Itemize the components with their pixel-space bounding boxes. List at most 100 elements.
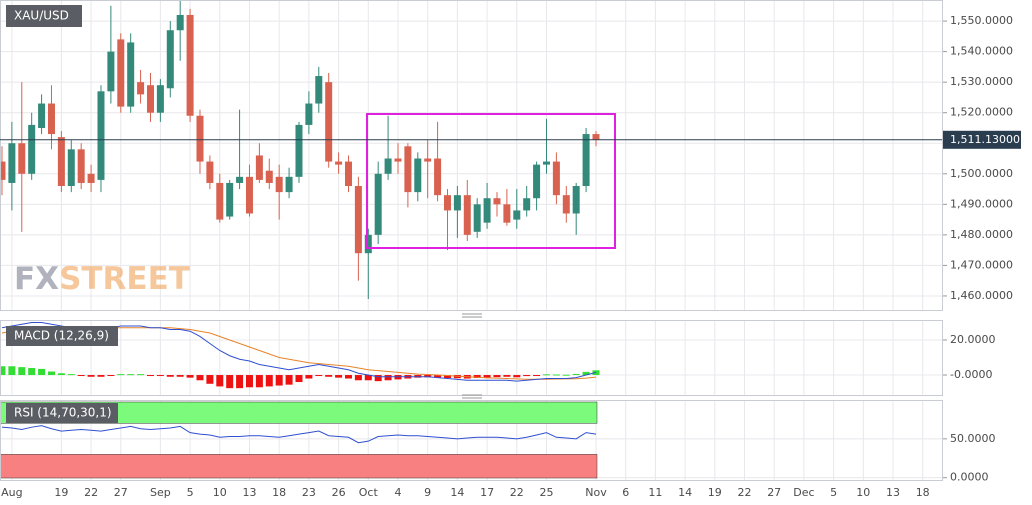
histogram-bar [47,371,55,376]
candle-body [275,176,283,193]
candle-body [28,124,36,174]
histogram-bar [493,375,501,378]
y-tick-label: 50.0000 [950,432,996,445]
candle-body [38,103,46,128]
histogram-bar [166,375,174,377]
x-tick-label: 22 [737,486,751,499]
histogram-bar [28,368,36,376]
chart-title: XAU/USD [14,9,69,23]
candle-body [344,161,352,186]
histogram-bar [265,375,273,387]
candle-body [453,195,461,211]
x-tick-label: 14 [450,486,464,499]
candle-body [533,164,541,199]
candle-body [166,30,174,89]
candle-body [146,85,154,113]
histogram-bar [245,375,253,388]
title-box [6,5,82,27]
y-tick-label: 1,460.0000 [950,289,1013,302]
histogram-bar [226,375,234,389]
x-tick-label: Sep [150,486,171,499]
histogram-bar [77,375,85,377]
histogram-bar [582,371,590,376]
candle-body [374,173,382,235]
rsi-line [1,425,597,444]
histogram-bar [107,375,115,377]
top-layer: 1,511.13000 MACD (12,26,9) RSI (14,70,30,1… [0,130,1021,423]
candle-body [572,186,580,214]
overbought-zone [0,401,598,424]
x-tick-label: 6 [622,486,629,499]
candle-body [434,158,442,196]
candle-body [18,143,26,174]
watermark-part: STREET [59,261,190,297]
histogram-bar [562,374,570,376]
histogram-bar [67,374,75,376]
candle-body [226,182,234,217]
candle-body [137,82,145,95]
histogram-bar [364,375,372,381]
candle-body [295,124,303,177]
watermark-part: FX [14,261,59,297]
candle-body [127,42,135,107]
candle-body [483,198,491,223]
main-frame [0,0,943,311]
histogram-bar [206,375,214,384]
x-tick-label: 17 [480,486,494,499]
x-tick-label: 26 [332,486,346,499]
histogram-bar [483,375,491,378]
candle-body [206,161,214,183]
histogram-bar [503,375,511,377]
histogram-bar [523,375,531,377]
candle-body [176,14,184,31]
candle-body [414,158,422,193]
x-tick-label: 22 [84,486,98,499]
histogram-bar [8,366,16,376]
x-tick-label: 11 [648,486,662,499]
pane-handle[interactable] [462,313,482,318]
candle-body [315,76,323,104]
pane-handle[interactable] [462,394,482,399]
histogram-bar [216,375,224,387]
x-tick-label: 22 [510,486,524,499]
candle-body [592,134,600,140]
candle-body [542,161,550,165]
histogram-bar [572,373,580,376]
histogram-bar [305,375,313,379]
candle-body [354,186,362,254]
histogram-bar [57,373,65,376]
candle-body [552,161,560,196]
histogram-bar [335,375,343,378]
histogram-bar [38,368,46,376]
histogram-bar [127,374,135,376]
candle-body [107,51,115,92]
histogram-bar [344,375,352,379]
x-tick-label: 10 [856,486,870,499]
x-tick-label: 9 [424,486,431,499]
candle-body [404,146,412,193]
x-tick-label: 13 [886,486,900,499]
candle-body [384,158,392,174]
histogram-bar [295,375,303,383]
candle-body [424,158,432,162]
candle-body [156,85,164,113]
histogram-bar [18,367,26,376]
candle-body [245,176,253,214]
candle-body [57,137,65,186]
x-tick-label: 18 [272,486,286,499]
y-tick-label: 1,540.0000 [950,45,1013,58]
candle-body [265,170,273,183]
last-price-label: 1,511.13000 [950,133,1020,146]
pane-title: RSI (14,70,30,1) [14,406,112,420]
candle-body [523,198,531,211]
candle-body [335,161,343,165]
histogram-bar [434,375,442,378]
histogram-bar [255,375,263,388]
histogram-bar [315,375,323,377]
pane-title: MACD (12,26,9) [14,329,109,343]
candle-body [394,158,402,162]
candle-body [582,134,590,186]
candle-body [473,204,481,232]
histogram-bar [384,375,392,381]
